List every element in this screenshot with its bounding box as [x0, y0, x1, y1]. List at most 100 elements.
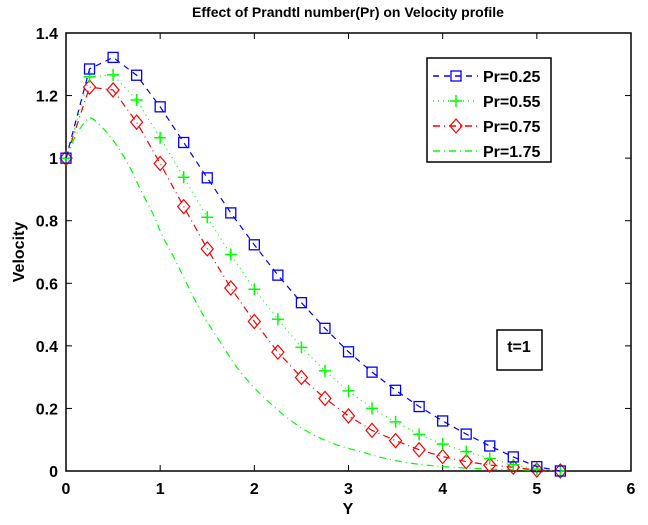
data-point-plus — [460, 445, 473, 458]
x-tick-label: 5 — [532, 481, 541, 498]
data-point-plus — [83, 70, 96, 83]
legend: Pr=0.25 Pr=0.55 Pr=0.75 Pr=1.75 — [426, 57, 552, 163]
y-tick-label: 1.2 — [36, 89, 58, 106]
data-point-square — [201, 172, 213, 184]
annotation-box: t=1 — [496, 329, 543, 371]
data-point-square — [83, 63, 96, 75]
data-point-diamond — [129, 114, 144, 131]
y-tick-label: 0.4 — [36, 339, 58, 356]
data-point-square — [437, 415, 449, 427]
data-point-diamond — [271, 344, 285, 361]
y-axis-label: Velocity — [11, 222, 28, 283]
data-point-plus — [530, 463, 543, 476]
data-point-diamond — [459, 453, 473, 470]
data-point-plus — [154, 131, 167, 144]
data-point-plus — [436, 438, 449, 451]
legend-label: Pr=0.75 — [483, 119, 540, 136]
data-point-plus — [483, 452, 496, 465]
x-axis-label: Y — [343, 501, 354, 518]
data-point-diamond — [482, 457, 497, 473]
legend-marker-diamond — [449, 118, 463, 134]
data-point-diamond — [247, 313, 262, 330]
x-tick-label: 3 — [344, 481, 353, 498]
data-point-diamond — [553, 463, 568, 479]
data-point-square — [248, 239, 260, 251]
data-point-diamond — [200, 240, 215, 257]
data-point-square — [342, 346, 355, 358]
data-point-square — [295, 297, 308, 309]
data-point-square — [366, 366, 378, 378]
data-point-square — [272, 269, 284, 281]
y-tick-label: 0.2 — [36, 401, 58, 418]
data-point-square — [460, 428, 472, 440]
data-point-plus — [60, 152, 72, 165]
y-tick-label: 0.6 — [36, 276, 58, 293]
annotation-text: t=1 — [507, 339, 531, 356]
data-point-diamond — [530, 462, 544, 478]
series-line — [65, 86, 561, 472]
data-point-square — [484, 440, 496, 452]
data-point-plus — [318, 364, 331, 377]
data-point-plus — [389, 415, 402, 428]
legend-marker-plus — [450, 95, 462, 107]
data-point-plus — [224, 248, 237, 261]
data-point-diamond — [224, 280, 238, 296]
series-line — [65, 56, 561, 472]
data-point-square — [107, 51, 119, 64]
legend-entry: Pr=0.55 — [433, 94, 540, 111]
series-line — [65, 74, 561, 472]
x-axis: 0 1 2 3 4 5 6 — [62, 33, 636, 498]
legend-entry: Pr=0.75 — [433, 118, 540, 136]
legend-entry: Pr=1.75 — [433, 144, 540, 161]
series-layer — [59, 51, 568, 479]
y-tick-label: 1.4 — [36, 26, 58, 43]
legend-label: Pr=0.55 — [483, 94, 540, 111]
legend-marker-square — [450, 70, 462, 82]
series-pr-0-55 — [60, 68, 567, 477]
y-axis: 0 0.2 0.4 0.6 0.8 1 1.2 1.4 — [36, 26, 631, 481]
data-point-square — [154, 101, 166, 113]
data-point-diamond — [106, 82, 120, 98]
data-point-diamond — [435, 448, 450, 465]
series-pr-0-25 — [60, 51, 567, 477]
data-point-diamond — [341, 408, 356, 424]
data-point-plus — [248, 283, 261, 296]
data-point-plus — [271, 313, 284, 326]
data-point-diamond — [412, 441, 426, 458]
data-point-plus — [342, 384, 355, 397]
data-point-diamond — [294, 369, 309, 386]
chart-title: Effect of Prandtl number(Pr) on Velocity… — [192, 4, 504, 20]
data-point-plus — [201, 211, 214, 224]
data-point-diamond — [82, 79, 97, 96]
data-point-plus — [413, 428, 426, 441]
data-point-plus — [177, 171, 190, 184]
data-point-diamond — [59, 150, 73, 167]
data-point-square — [178, 136, 190, 149]
data-point-diamond — [318, 390, 332, 407]
data-point-diamond — [388, 432, 403, 449]
legend-label: Pr=0.25 — [483, 69, 540, 86]
legend-label: Pr=1.75 — [483, 144, 540, 161]
data-point-square — [554, 465, 567, 477]
x-tick-label: 1 — [156, 481, 165, 498]
data-point-diamond — [365, 422, 379, 439]
x-tick-label: 6 — [627, 481, 636, 498]
data-point-square — [130, 69, 143, 81]
data-point-plus — [107, 68, 120, 81]
x-tick-label: 0 — [62, 481, 71, 498]
y-tick-label: 1 — [49, 151, 58, 168]
annotation-frame — [496, 329, 543, 371]
data-point-plus — [366, 402, 379, 415]
data-point-plus — [130, 93, 143, 106]
y-tick-label: 0 — [49, 464, 58, 481]
data-point-square — [531, 460, 543, 473]
data-point-square — [389, 384, 402, 396]
data-point-diamond — [176, 198, 191, 215]
legend-entries: Pr=0.25 Pr=0.55 Pr=0.75 Pr=1.75 — [433, 69, 540, 161]
data-point-square — [60, 152, 72, 164]
data-point-square — [319, 322, 331, 334]
data-point-square — [413, 400, 425, 413]
y-tick-label: 0.8 — [36, 214, 58, 231]
